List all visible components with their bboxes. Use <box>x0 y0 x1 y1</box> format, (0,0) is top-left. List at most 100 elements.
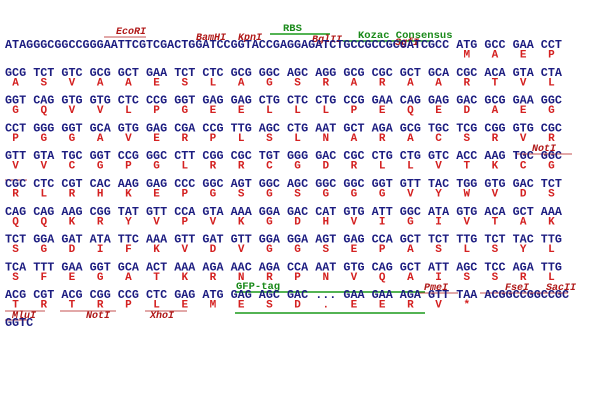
amino-acid: G <box>40 244 47 256</box>
amino-acid: A <box>492 105 499 117</box>
amino-acid: D <box>322 161 329 173</box>
amino-acid: T <box>69 300 76 312</box>
amino-acid: G <box>294 244 301 256</box>
amino-acid: P <box>153 105 160 117</box>
amino-acid: L <box>463 244 470 256</box>
amino-acid: C <box>266 161 273 173</box>
amino-acid: Q <box>379 272 386 284</box>
amino-acid: G <box>548 105 555 117</box>
amino-acid: V <box>435 300 442 312</box>
amino-acid: D <box>69 244 76 256</box>
dna-line: CCT GGG GGT GCA GTG GAG CGA CCG TTG AGC … <box>5 121 562 135</box>
amino-acid: G <box>379 189 386 201</box>
amino-acid: V <box>351 216 358 228</box>
amino-acid: V <box>351 272 358 284</box>
amino-acid: G <box>294 161 301 173</box>
amino-acid: L <box>294 105 301 117</box>
amino-acid: N <box>238 272 245 284</box>
amino-acid: V <box>12 161 19 173</box>
amino-acid: L <box>294 133 301 145</box>
amino-acid: R <box>238 161 245 173</box>
amino-acid: S <box>238 189 245 201</box>
site-label: BglII <box>312 34 342 46</box>
dna-line: TCT GGA GAT ATA TTC AAA GTT GAT GTT GGA … <box>5 233 562 247</box>
amino-acid: R <box>407 300 414 312</box>
amino-acid: E <box>238 300 245 312</box>
amino-acid: P <box>125 161 132 173</box>
amino-acid: S <box>294 77 301 89</box>
site-label: FseI <box>505 283 529 294</box>
dna-line: CAG CAG AAG CGG TAT GTT CCA GTA AAA GGA … <box>5 205 563 219</box>
site-label: EcoRI <box>116 27 146 38</box>
amino-acid: G <box>548 161 555 173</box>
amino-acid: R <box>266 272 273 284</box>
amino-acid: R <box>520 272 527 284</box>
amino-acid: L <box>210 77 217 89</box>
dna-line: ACG CGT ACG CGG CCG CTC GAG ATG GAG AGC … <box>5 288 569 302</box>
amino-acid: G <box>322 189 329 201</box>
amino-acid: G <box>97 161 104 173</box>
amino-acid: T <box>463 161 470 173</box>
amino-acid: V <box>69 105 76 117</box>
amino-acid: E <box>351 244 358 256</box>
amino-acid: A <box>407 272 414 284</box>
amino-acid: Q <box>407 105 414 117</box>
amino-acid: A <box>351 77 358 89</box>
amino-acid: R <box>548 133 555 145</box>
amino-acid: G <box>97 272 104 284</box>
site-label: NotI <box>532 144 556 155</box>
amino-acid: E <box>435 105 442 117</box>
dna-line: GGTC <box>5 316 33 330</box>
amino-acid: L <box>548 244 555 256</box>
site-label: MluI <box>11 310 36 322</box>
amino-acid: V <box>463 216 470 228</box>
amino-acid: S <box>463 272 470 284</box>
amino-acid: H <box>97 189 104 201</box>
dna-line: GCG TCT GTC GCG GCT GAA TCT CTC GCG GGC … <box>5 66 563 80</box>
site-label: BamHI <box>196 33 226 44</box>
amino-acid: S <box>435 244 442 256</box>
amino-acid: S <box>463 133 470 145</box>
amino-acid: P <box>181 216 188 228</box>
amino-acid: M <box>210 300 217 312</box>
site-label: KpnI <box>238 33 262 44</box>
amino-acid: P <box>181 189 188 201</box>
amino-acid: V <box>520 77 527 89</box>
amino-acid: E <box>210 105 217 117</box>
amino-acid: E <box>379 105 386 117</box>
amino-acid: K <box>238 216 245 228</box>
amino-acid: S <box>294 189 301 201</box>
amino-acid: A <box>238 77 245 89</box>
amino-acid: S <box>181 77 188 89</box>
amino-acid: * <box>463 300 470 312</box>
amino-acid: A <box>492 50 499 62</box>
amino-acid: S <box>492 272 499 284</box>
amino-acid: Q <box>40 105 47 117</box>
amino-acid: Y <box>435 189 442 201</box>
feature-label: GFP-tag <box>236 281 280 293</box>
amino-acid: K <box>153 244 160 256</box>
amino-acid: V <box>125 133 132 145</box>
amino-acid: A <box>351 133 358 145</box>
amino-acid: R <box>210 272 217 284</box>
amino-acid: R <box>69 189 76 201</box>
amino-acid: G <box>210 189 217 201</box>
amino-acid: L <box>40 189 47 201</box>
amino-acid: E <box>153 133 160 145</box>
dna-line: CGC CTC CGT CAC AAG GAG CCC GGC AGT GGC … <box>5 177 562 191</box>
amino-acid: K <box>181 272 188 284</box>
amino-acid: P <box>351 105 358 117</box>
amino-acid: A <box>520 216 527 228</box>
amino-acid: A <box>407 244 414 256</box>
amino-acid: R <box>12 189 19 201</box>
amino-acid: . <box>322 300 329 312</box>
feature-label: RBS <box>283 23 302 35</box>
amino-acid: D <box>294 300 301 312</box>
amino-acid: P <box>12 133 19 145</box>
amino-acid: H <box>322 216 329 228</box>
amino-acid: G <box>266 77 273 89</box>
site-label: XhoI <box>149 310 174 322</box>
amino-acid: R <box>463 77 470 89</box>
amino-acid: A <box>407 77 414 89</box>
